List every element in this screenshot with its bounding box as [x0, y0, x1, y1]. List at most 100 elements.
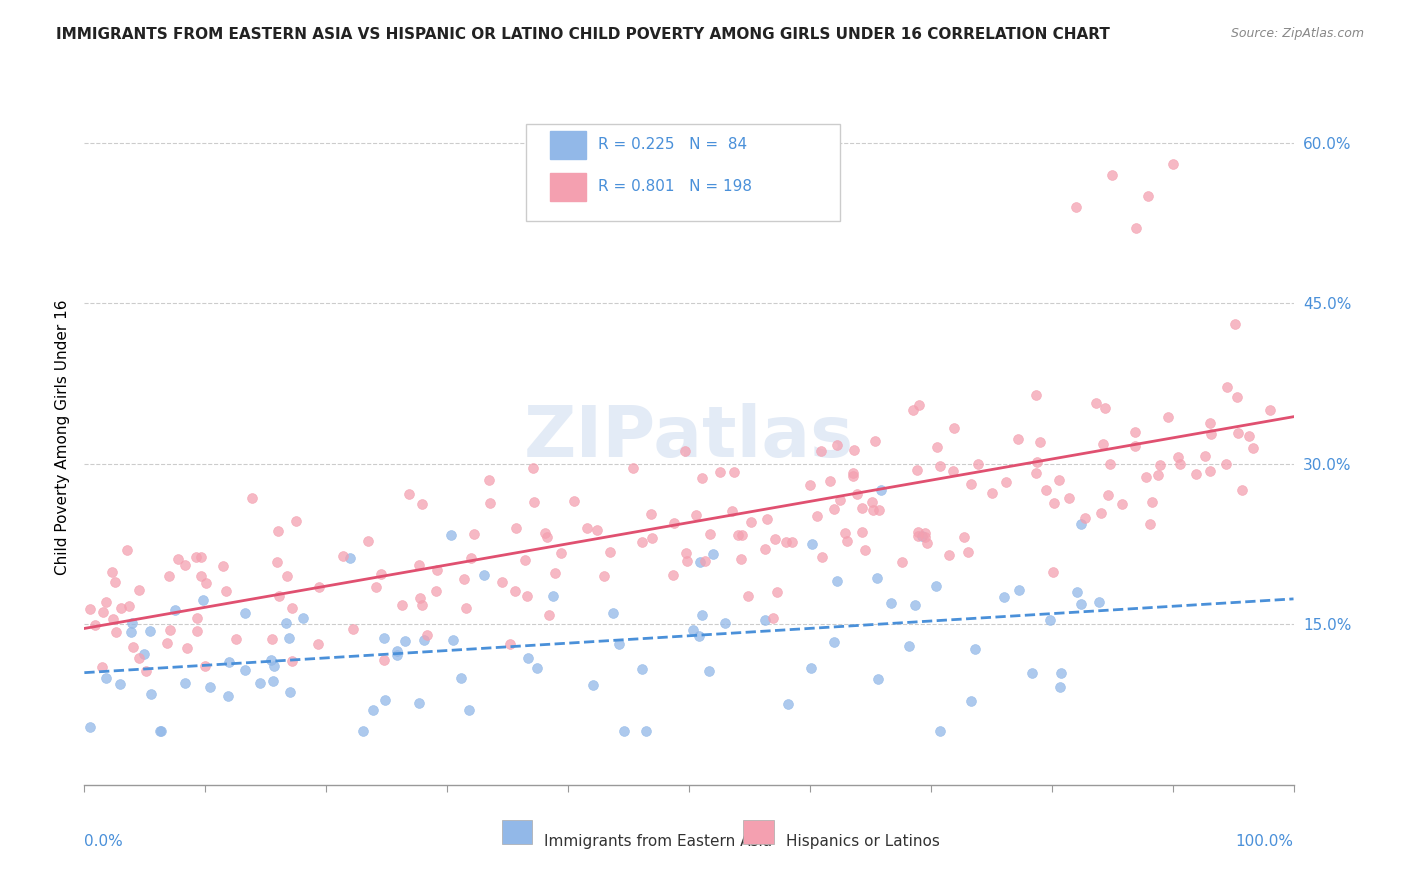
Point	[1025, 466, 1047, 480]
Point	[914, 530, 936, 544]
Point	[825, 574, 848, 589]
Point	[692, 471, 714, 485]
Point	[1039, 613, 1062, 627]
Point	[801, 537, 824, 551]
Point	[880, 596, 903, 610]
Point	[1074, 510, 1097, 524]
Point	[503, 583, 526, 598]
Point	[1149, 458, 1171, 473]
Point	[662, 516, 685, 530]
Text: Source: ZipAtlas.com: Source: ZipAtlas.com	[1230, 27, 1364, 40]
Point	[505, 521, 527, 535]
Point	[891, 555, 914, 569]
Point	[1066, 584, 1088, 599]
Point	[104, 574, 127, 589]
Point	[1135, 470, 1157, 484]
Point	[523, 494, 546, 508]
Point	[374, 693, 396, 707]
Point	[1084, 395, 1107, 409]
Point	[775, 535, 797, 549]
Point	[1057, 491, 1080, 505]
Point	[186, 611, 208, 625]
Point	[942, 464, 965, 478]
Point	[1147, 468, 1170, 483]
Point	[274, 616, 297, 631]
Point	[541, 589, 564, 603]
Point	[938, 549, 960, 563]
Point	[101, 565, 124, 579]
Point	[575, 521, 598, 535]
Point	[1139, 516, 1161, 531]
Point	[391, 599, 413, 613]
Y-axis label: Child Poverty Among Girls Under 16: Child Poverty Among Girls Under 16	[55, 300, 70, 574]
Point	[84, 618, 107, 632]
Point	[897, 640, 920, 654]
FancyBboxPatch shape	[502, 820, 531, 844]
Point	[630, 535, 652, 549]
Point	[928, 458, 950, 473]
Point	[285, 515, 308, 529]
Point	[1215, 457, 1237, 471]
Point	[94, 671, 117, 685]
Point	[1194, 449, 1216, 463]
Point	[233, 664, 256, 678]
Point	[233, 606, 256, 620]
Point	[308, 580, 330, 594]
Point	[960, 477, 983, 491]
Point	[901, 403, 924, 417]
Point	[499, 637, 522, 651]
Point	[688, 629, 710, 643]
Point	[714, 615, 737, 630]
Point	[818, 474, 841, 488]
Point	[1123, 440, 1146, 454]
Point	[980, 486, 1002, 500]
Point	[215, 584, 238, 599]
Point	[602, 606, 624, 620]
Point	[174, 558, 197, 572]
Point	[640, 508, 662, 522]
Point	[963, 642, 986, 657]
Point	[463, 526, 485, 541]
Point	[408, 558, 430, 572]
Point	[1029, 434, 1052, 449]
Point	[844, 442, 866, 457]
Point	[526, 661, 548, 675]
Point	[562, 494, 585, 508]
Point	[1137, 189, 1160, 203]
Point	[1161, 157, 1184, 171]
Point	[860, 495, 883, 509]
Point	[806, 508, 828, 523]
Text: ZIPatlas: ZIPatlas	[524, 402, 853, 472]
Point	[754, 542, 776, 557]
Point	[276, 569, 298, 583]
Point	[1026, 455, 1049, 469]
Point	[339, 551, 361, 566]
Point	[260, 653, 283, 667]
Point	[636, 724, 658, 739]
Point	[737, 589, 759, 603]
Point	[79, 601, 101, 615]
Point	[837, 534, 859, 549]
Point	[108, 677, 131, 691]
Point	[776, 697, 799, 711]
Point	[450, 671, 472, 685]
Point	[440, 527, 463, 541]
Point	[218, 656, 240, 670]
Point	[491, 574, 513, 589]
Point	[851, 500, 873, 515]
Point	[592, 569, 614, 583]
Point	[673, 444, 696, 458]
Point	[1223, 317, 1246, 331]
Point	[995, 475, 1018, 489]
Point	[269, 590, 291, 604]
Point	[398, 487, 420, 501]
Point	[823, 502, 845, 516]
Text: 0.0%: 0.0%	[84, 834, 124, 848]
Point	[929, 724, 952, 739]
Point	[370, 567, 392, 582]
Point	[387, 648, 409, 663]
Point	[1050, 665, 1073, 680]
Point	[426, 563, 449, 577]
Point	[373, 631, 395, 645]
Point	[472, 567, 495, 582]
